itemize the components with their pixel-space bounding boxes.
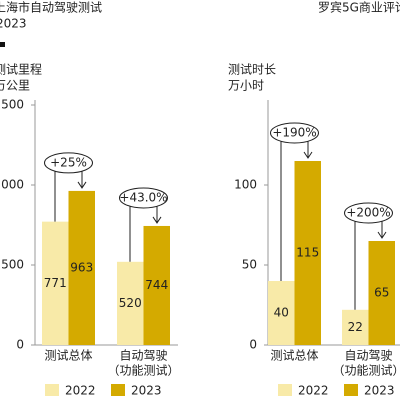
value-label: 65 (374, 286, 389, 300)
value-label: 115 (296, 246, 319, 260)
legend-swatch (278, 384, 292, 396)
annotation-bubble (344, 202, 393, 224)
bar (42, 221, 69, 345)
marker (0, 42, 5, 47)
annotation-bubble (119, 187, 168, 209)
legend-swatch (344, 384, 358, 396)
arrow-head (303, 151, 313, 159)
y-tick-label: 1,500 (0, 98, 24, 112)
title: 上海市自动驾驶测试 (0, 0, 102, 15)
y-tick-label: 0 (249, 338, 257, 352)
annotation: +25% (50, 155, 87, 169)
subtitle: 2023 (0, 17, 27, 31)
annotation-bubble (270, 122, 319, 144)
value-label: 22 (348, 320, 363, 334)
value-label: 520 (119, 296, 142, 310)
value-label: 744 (145, 278, 168, 292)
bar (342, 309, 369, 345)
y-tick-label: 1,000 (0, 178, 24, 192)
arrow-head (77, 181, 87, 189)
bar (68, 190, 95, 345)
y-tick-label: 0 (16, 338, 24, 352)
annotation: +200% (346, 206, 390, 220)
bar (117, 261, 144, 345)
y-axis-label: 测试里程 (0, 62, 42, 77)
value-label: 40 (274, 306, 289, 320)
legend-label: 2022 (298, 384, 329, 398)
y-tick-label: 500 (1, 258, 24, 272)
legend-label: 2023 (364, 384, 395, 398)
x-tick-label: （功能测试） (107, 363, 179, 378)
y-tick-label: 50 (242, 258, 257, 272)
y-axis-label: 万小时 (228, 79, 264, 93)
legend-label: 2022 (65, 384, 96, 398)
legend-swatch (111, 384, 125, 396)
y-axis-label: 测试时长 (228, 62, 276, 77)
x-tick-label: （功能测试） (332, 363, 400, 378)
x-tick-label: 自动驾驶 (344, 348, 392, 363)
source: 罗宾5G商业评论 (318, 0, 400, 15)
annotation-bubble (44, 152, 93, 174)
legend-swatch (45, 384, 59, 396)
x-tick-label: 测试总体 (270, 348, 318, 363)
value-label: 771 (44, 276, 67, 290)
y-axis-label: 万公里 (0, 79, 30, 93)
annotation: +43.0% (119, 190, 167, 204)
annotation: +190% (272, 126, 316, 140)
bar (143, 225, 170, 345)
bar (294, 161, 321, 345)
bar (268, 281, 295, 345)
arrow-head (377, 231, 387, 239)
x-tick-label: 测试总体 (44, 348, 92, 363)
bar (368, 241, 395, 345)
arrow-head (152, 216, 162, 224)
x-tick-label: 自动驾驶 (119, 348, 167, 363)
value-label: 963 (70, 260, 93, 274)
y-tick-label: 100 (234, 178, 257, 192)
legend-label: 2023 (131, 384, 162, 398)
